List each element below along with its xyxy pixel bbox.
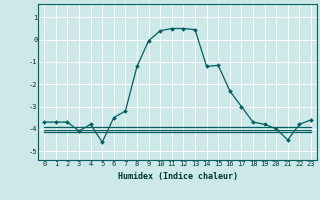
X-axis label: Humidex (Indice chaleur): Humidex (Indice chaleur) — [118, 172, 238, 181]
